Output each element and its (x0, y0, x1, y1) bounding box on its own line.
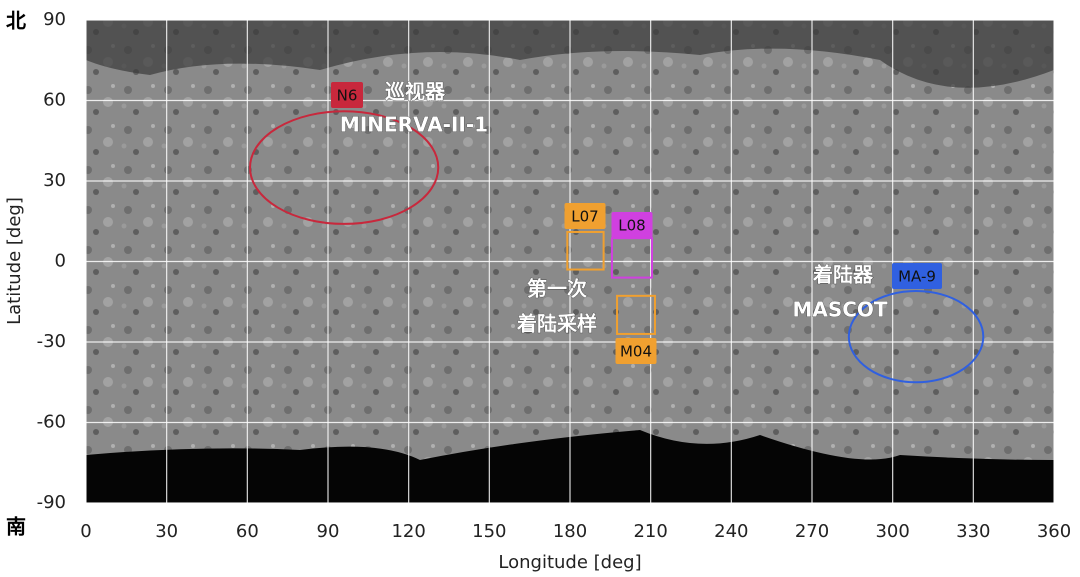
y-tick-label: -60 (37, 412, 66, 433)
site-label: L07 (571, 208, 598, 226)
site-label: L08 (618, 217, 645, 235)
site-label-box (892, 263, 942, 289)
grid (85, 19, 1055, 504)
annotation: 着陆器 (812, 263, 874, 287)
x-tick-label: 360 (1037, 521, 1071, 542)
site-box (616, 294, 656, 335)
x-tick-label: 210 (633, 521, 667, 542)
y-tick-label: -30 (37, 331, 66, 352)
site-ellipse (847, 290, 985, 384)
y-tick-label: -90 (37, 492, 66, 513)
x-tick-label: 30 (155, 521, 178, 542)
site-box (566, 230, 605, 271)
x-tick-label: 330 (956, 521, 990, 542)
x-tick-label: 0 (80, 521, 91, 542)
x-tick-label: 90 (317, 521, 340, 542)
annotation: 第一次 (527, 277, 587, 301)
south-label: 南 (6, 515, 26, 539)
x-axis-title: Longitude [deg] (498, 552, 641, 573)
site-label-box (331, 82, 363, 108)
x-tick-label: 120 (391, 521, 425, 542)
site-label: MA-9 (898, 268, 936, 286)
x-tick-label: 60 (236, 521, 259, 542)
annotation: 巡视器 (385, 80, 446, 104)
y-axis-title: Latitude [deg] (4, 197, 25, 325)
x-tick-label: 270 (795, 521, 829, 542)
x-tick-label: 180 (553, 521, 587, 542)
x-tick-label: 240 (714, 521, 748, 542)
site-ellipse (249, 110, 440, 225)
x-tick-label: 300 (875, 521, 909, 542)
site-label-box (615, 338, 657, 364)
site-label: M04 (620, 343, 652, 361)
y-tick-label: 60 (43, 90, 66, 111)
site-label-box (611, 212, 653, 238)
site-label-box (564, 203, 606, 229)
site-box (610, 237, 654, 279)
y-tick-label: 0 (55, 251, 66, 272)
annotation: MASCOT (792, 298, 887, 322)
x-tick-label: 150 (472, 521, 506, 542)
annotation: 着陆采样 (516, 312, 597, 336)
y-tick-label: 90 (43, 9, 66, 30)
site-label: N6 (337, 87, 358, 105)
north-label: 北 (6, 9, 26, 33)
y-tick-label: 30 (43, 170, 66, 191)
annotation: MINERVA-II-1 (340, 113, 488, 137)
